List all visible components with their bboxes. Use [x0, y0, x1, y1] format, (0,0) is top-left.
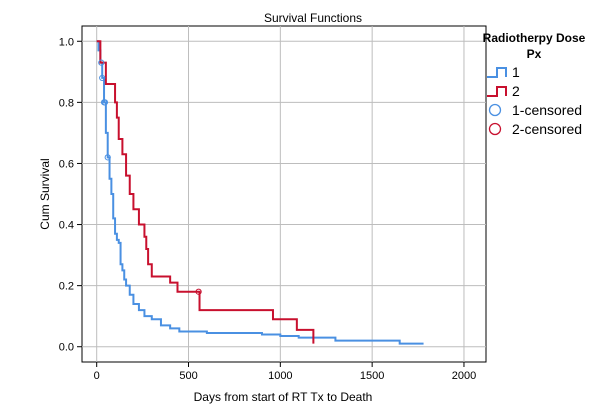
legend-item-2: 2 [478, 81, 590, 100]
y-tick-label: 1.0 [59, 36, 74, 48]
circle-icon [488, 122, 502, 135]
x-tick-label: 500 [179, 370, 197, 382]
y-tick-label: 0.8 [59, 97, 74, 109]
series-1-line [96, 40, 424, 345]
legend-item-1: 1 [478, 62, 590, 81]
legend-title: Radiotherpy Dose [482, 31, 586, 45]
chart-title: Survival Functions [264, 11, 362, 25]
x-axis-label: Days from start of RT Tx to Death [194, 390, 373, 404]
legend: Radiotherpy Dose Px 1 2 1-censored 2-cen… [478, 30, 590, 138]
x-tick-label: 1500 [360, 370, 384, 382]
series-lines [96, 40, 424, 345]
x-tick-label: 1000 [268, 370, 292, 382]
legend-subtitle: Px [526, 47, 542, 61]
step-line-icon [487, 66, 507, 78]
censor-marks [98, 59, 202, 295]
censor-mark-1 [104, 154, 111, 161]
circle-icon [488, 103, 502, 116]
plot-frame [81, 25, 487, 363]
step-line-icon [487, 85, 507, 97]
legend-item-1-censored: 1-censored [478, 100, 590, 119]
censor-mark-2 [195, 288, 202, 295]
x-tick-label: 0 [94, 370, 100, 382]
y-tick-label: 0.0 [59, 342, 74, 354]
y-axis-label: Cum Survival [38, 158, 52, 229]
censor-mark-1 [99, 74, 106, 82]
legend-item-2-censored: 2-censored [478, 119, 590, 138]
y-tick-label: 0.2 [59, 281, 74, 293]
y-tick-label: 0.6 [59, 158, 74, 170]
legend-label-2-censored: 2-censored [512, 120, 583, 137]
grid-lines [82, 26, 486, 362]
axis-ticks: 0.0 0.2 0.4 0.6 0.8 1.0 0 500 1000 1500 2000 [59, 36, 477, 382]
x-tick-label: 2000 [452, 370, 476, 382]
legend-label-1-censored: 1-censored [512, 101, 583, 118]
censor-mark-1 [101, 99, 109, 106]
series-2-line [96, 40, 315, 344]
censor-mark-1 [98, 59, 105, 66]
legend-label-1: 1 [512, 63, 520, 80]
legend-label-2: 2 [512, 82, 520, 99]
y-tick-label: 0.4 [59, 220, 74, 232]
